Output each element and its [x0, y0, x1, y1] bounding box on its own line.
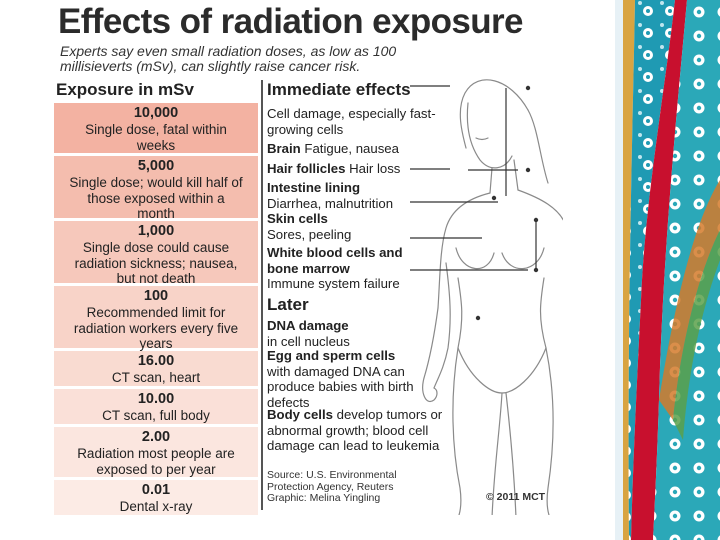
later-effect-item: Body cells develop tumors or abnormal gr…: [267, 407, 457, 454]
radiation-infographic: Effects of radiation exposure Experts sa…: [48, 0, 563, 515]
exposure-value: 2.00: [141, 429, 171, 445]
exposure-level-row: 16.00 CT scan, heart: [54, 351, 258, 386]
immediate-effects-heading: Immediate effects: [267, 80, 411, 99]
exposure-level-row: 1,000 Single dose could cause radiation s…: [54, 221, 258, 286]
effect-text: Sores, peeling: [267, 226, 352, 242]
exposure-level-row: 10,000 Single dose, fatal within weeks: [54, 103, 258, 153]
exposure-value: 100: [143, 288, 169, 304]
exposure-description: CT scan, full body: [102, 408, 210, 423]
effect-text: Fatigue, nausea: [304, 141, 399, 156]
exposure-description: Single dose; would kill half of those ex…: [69, 175, 243, 221]
exposure-value: 16.00: [137, 353, 175, 369]
exposure-description: Recommended limit for radiation workers …: [73, 305, 239, 351]
effect-organ: White blood cells and bone marrow: [267, 245, 403, 276]
effect-text: Hair loss: [349, 161, 401, 176]
exposure-description: CT scan, heart: [111, 370, 201, 385]
exposure-description: Single dose could cause radiation sickne…: [74, 240, 238, 286]
column-divider: [261, 80, 263, 510]
effect-organ: Intestine lining: [267, 180, 361, 195]
exposure-description: Dental x-ray: [119, 499, 193, 514]
effect-organ: DNA damage: [267, 318, 349, 333]
immediate-effect-item: Brain Fatigue, nausea: [267, 141, 399, 157]
exposure-value: 5,000: [137, 158, 175, 174]
exposure-description: Radiation most people are exposed to per…: [77, 446, 235, 477]
exposure-level-row: 5,000 Single dose; would kill half of tho…: [54, 156, 258, 221]
exposure-level-row: 10.00 CT scan, full body: [54, 389, 258, 424]
exposure-heading: Exposure in mSv: [56, 80, 194, 99]
immediate-effect-item: Intestine lining Diarrhea, malnutrition: [267, 180, 393, 211]
exposure-level-row: 2.00 Radiation most people are exposed to…: [54, 427, 258, 477]
exposure-value: 1,000: [137, 223, 175, 239]
immediate-effect-item: White blood cells and bone marrow Immune …: [267, 245, 417, 292]
effect-text: develop tumors or abnormal growth; blood…: [267, 407, 443, 453]
later-effect-item: DNA damage in cell nucleus: [267, 318, 350, 349]
infographic-subtitle: Experts say even small radiation doses, …: [60, 43, 397, 74]
infographic-title: Effects of radiation exposure: [58, 2, 524, 41]
later-effect-item: Egg and sperm cells with damaged DNA can…: [267, 348, 417, 410]
immediate-effect-item: Hair follicles Hair loss: [267, 161, 400, 177]
copyright: © 2011 MCT: [486, 491, 546, 503]
effect-organ: Egg and sperm cells: [267, 348, 396, 363]
effect-text: with damaged DNA can produce babies with…: [267, 363, 414, 410]
effect-organ: Hair follicles: [267, 161, 346, 176]
exposure-value: 10.00: [137, 391, 175, 407]
effect-organ: Skin cells: [267, 211, 328, 226]
effect-organ: Brain: [267, 141, 301, 156]
effect-text: in cell nucleus: [267, 333, 350, 349]
later-heading: Later: [267, 295, 309, 314]
human-body-figure-icon: [410, 79, 563, 515]
exposure-description: Single dose, fatal within weeks: [85, 122, 227, 153]
decorative-strip-icon: [615, 0, 720, 540]
exposure-level-row: 100 Recommended limit for radiation worke…: [54, 286, 258, 351]
immediate-effect-item: Skin cells Sores, peeling: [267, 211, 351, 242]
effect-text: Diarrhea, malnutrition: [267, 195, 394, 211]
effect-organ: Body cells: [267, 407, 333, 422]
immediate-intro: Cell damage, especially fast-growing cel…: [267, 106, 436, 137]
exposure-value: 0.01: [141, 482, 171, 498]
exposure-level-row: 0.01 Dental x-ray: [54, 480, 258, 515]
slide-background-left: [0, 0, 48, 540]
source-credit: Source: U.S. Environmental Protection Ag…: [267, 469, 397, 504]
exposure-value: 10,000: [133, 105, 179, 121]
effect-text: Immune system failure: [267, 276, 400, 291]
